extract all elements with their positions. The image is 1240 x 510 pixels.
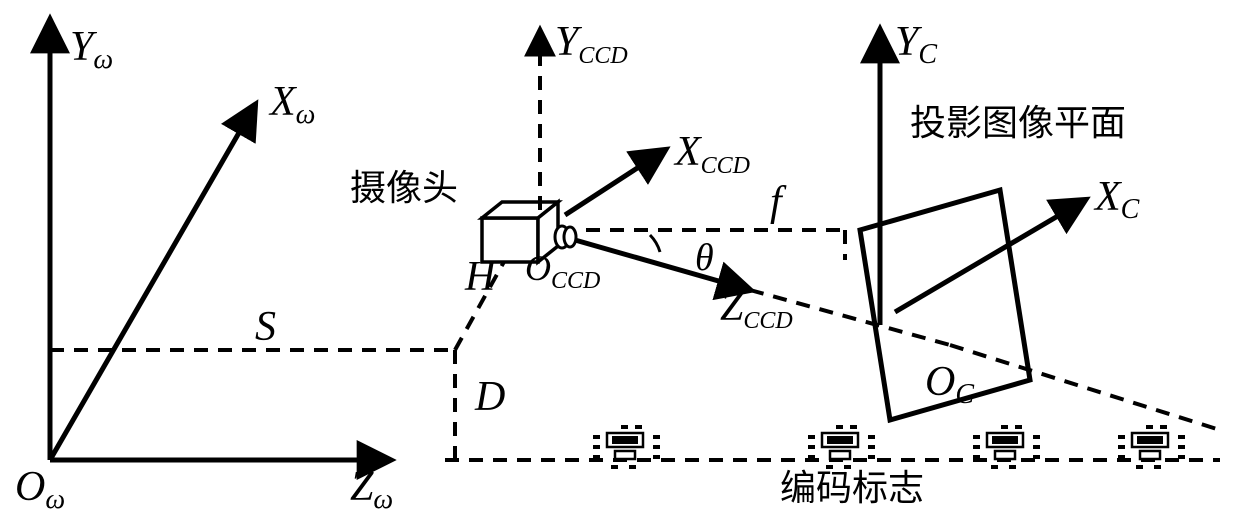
ccd-x-axis <box>565 150 665 215</box>
encoded-marker <box>1118 425 1185 469</box>
markers-label: 编码标志 <box>780 468 924 508</box>
camera-label: 摄像头 <box>350 168 458 208</box>
ccd-z-axis <box>575 240 750 290</box>
optical-axis-dash-2 <box>950 345 1220 430</box>
encoded-marker <box>973 425 1040 469</box>
c-x-axis <box>895 200 1085 312</box>
theta-label: θ <box>695 237 714 279</box>
world-z-label: Zω <box>350 464 393 510</box>
label-d: D <box>474 374 505 420</box>
label-s: S <box>255 304 276 350</box>
world-x-axis <box>50 105 255 460</box>
encoded-marker <box>593 425 660 469</box>
f-label: f <box>770 179 787 225</box>
diagram-root: OωYωXωZωSDH摄像头OCCDYCCDXCCDZCCDθf投影图像平面YC… <box>0 0 1240 510</box>
c-x-label: XC <box>1093 174 1140 225</box>
world-origin-label: Oω <box>15 464 65 510</box>
c-y-label: YC <box>895 19 937 70</box>
ccd-x-label: XCCD <box>673 129 750 179</box>
world-x-label: Xω <box>268 79 315 130</box>
c-origin-label: OC <box>925 359 974 410</box>
ccd-origin-label: OCCD <box>525 248 600 294</box>
ccd-y-label: YCCD <box>555 19 628 69</box>
projection-plane-label: 投影图像平面 <box>910 103 1126 143</box>
encoded-marker <box>808 425 875 469</box>
world-y-label: Yω <box>70 24 113 75</box>
theta-arc <box>650 235 660 252</box>
